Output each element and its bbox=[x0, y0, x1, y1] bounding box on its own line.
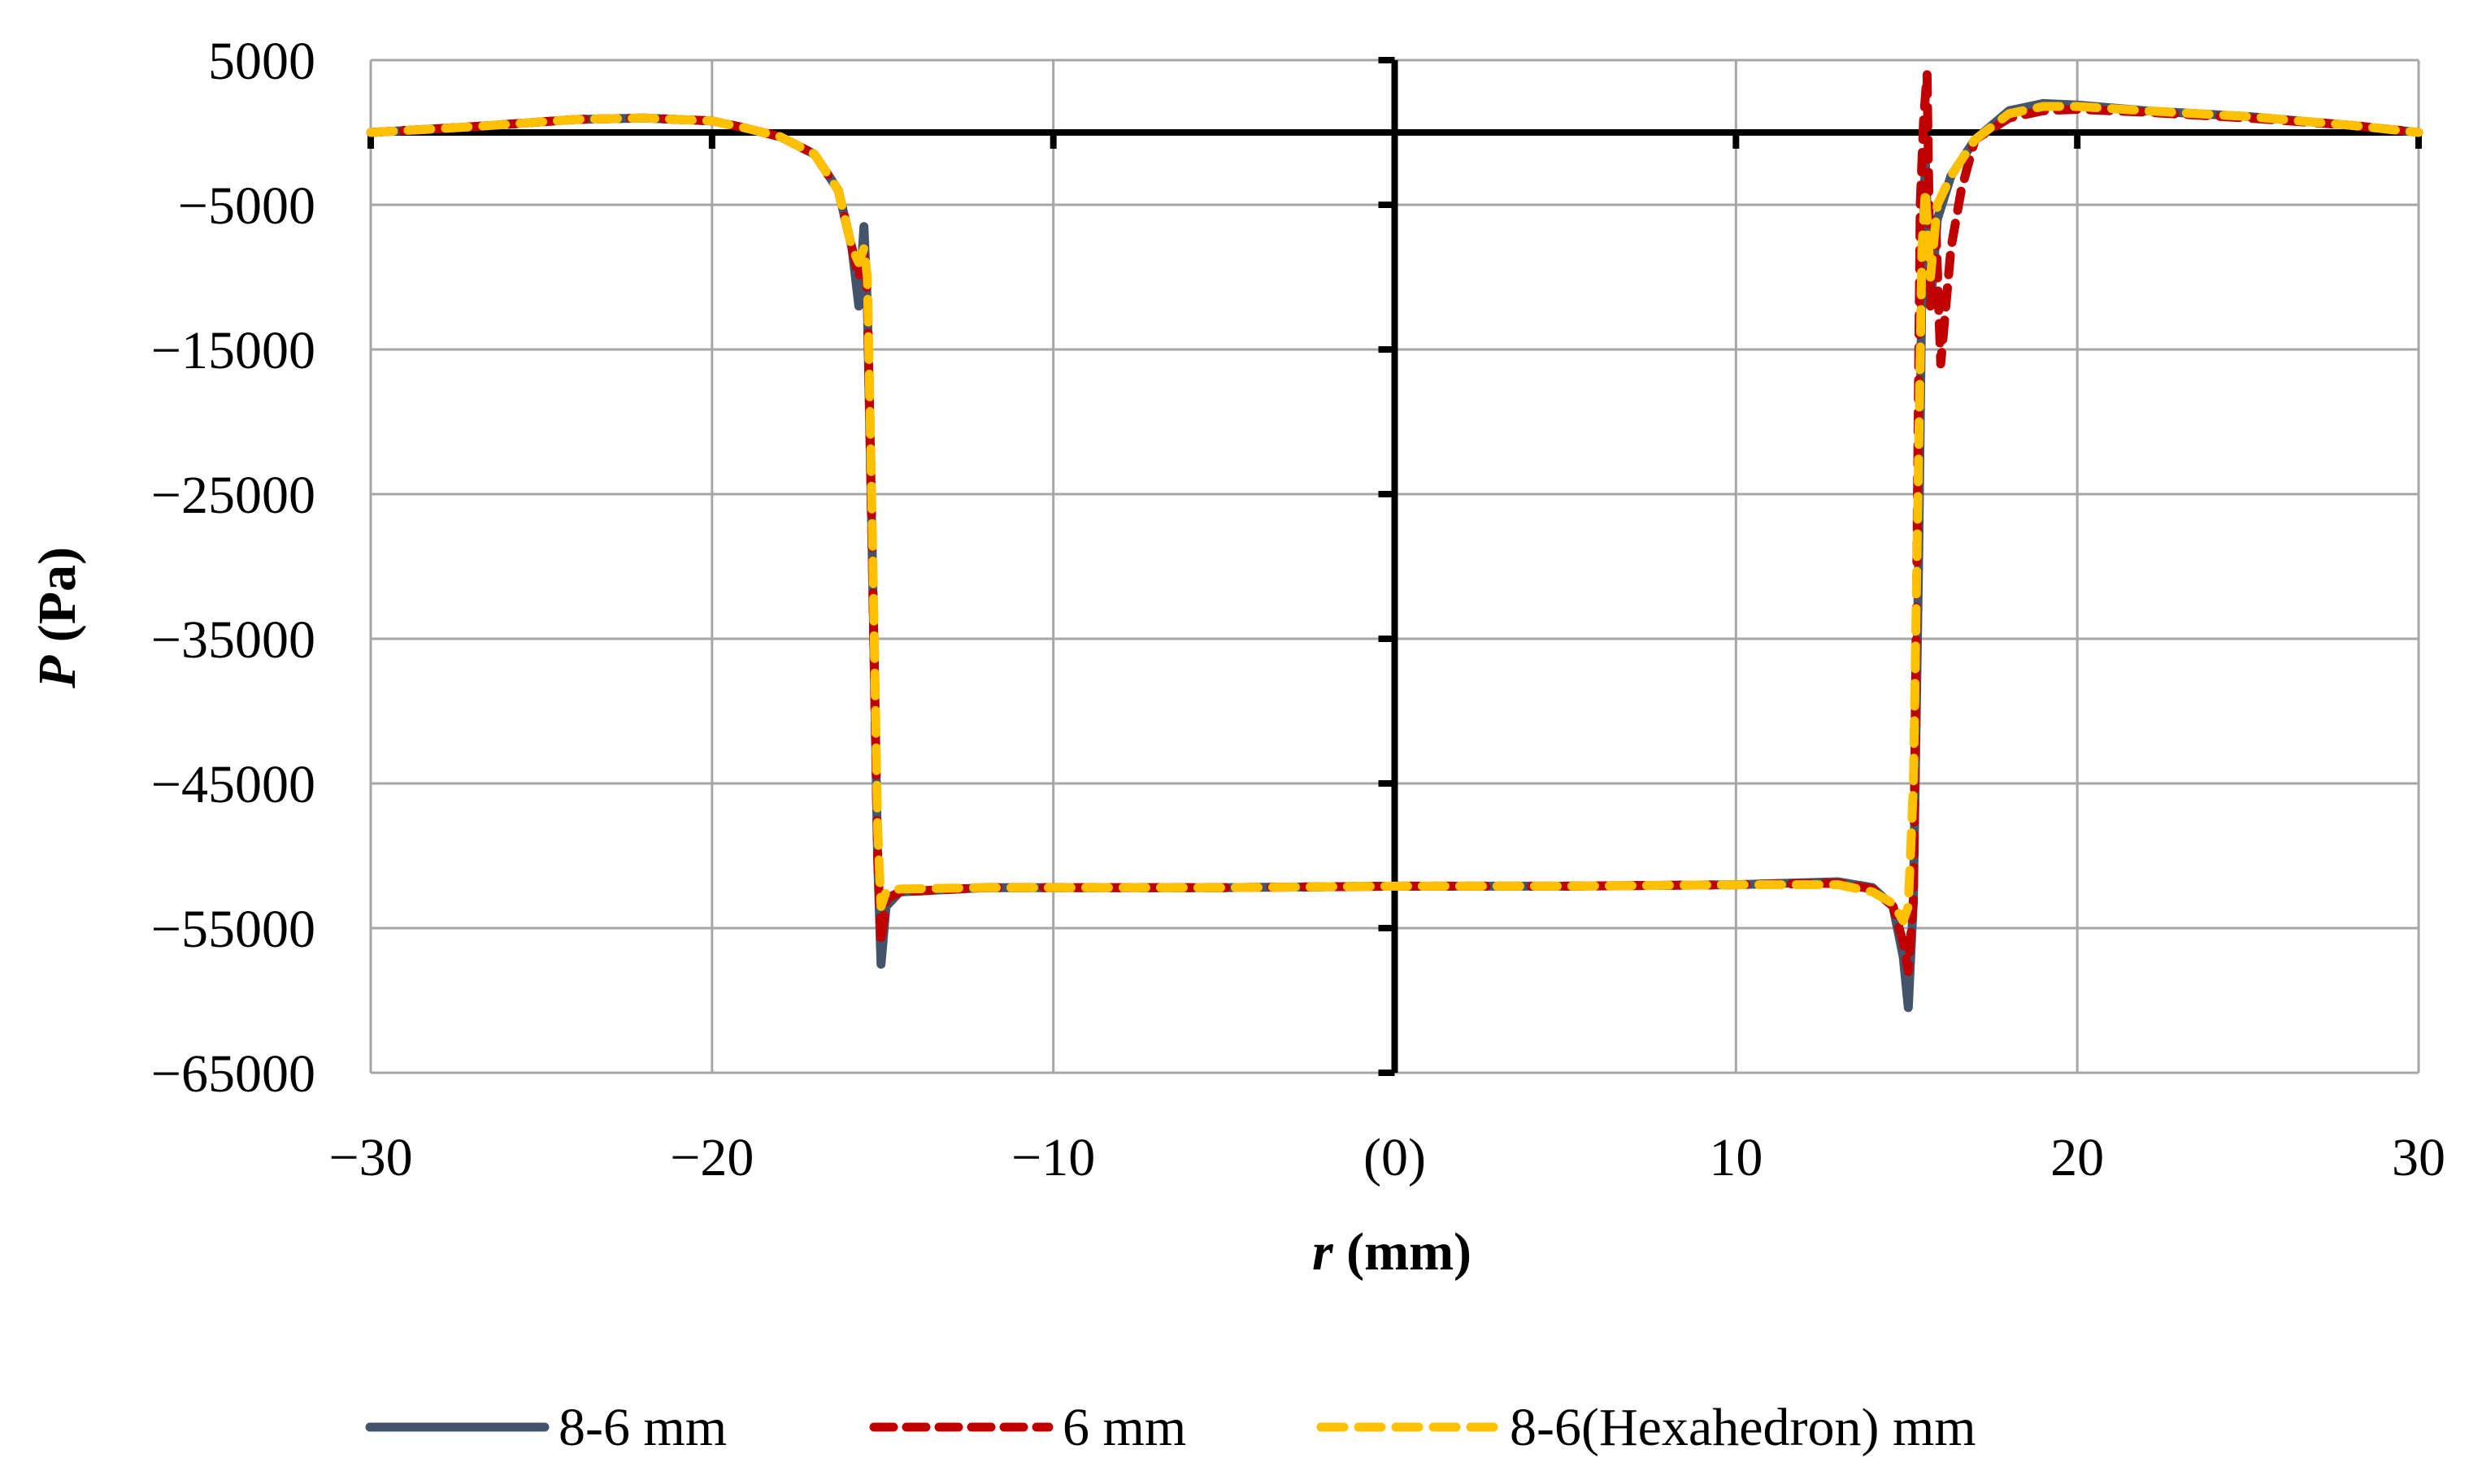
x-tick-label-4: 10 bbox=[1709, 1128, 1763, 1187]
legend-label-2: 8-6(Hexahedron) mm bbox=[1510, 1398, 1976, 1457]
x-axis-title-unit: (mm) bbox=[1333, 1222, 1471, 1282]
y-axis-title: P (Pa) bbox=[28, 547, 87, 689]
y-tick-label-0: 5000 bbox=[208, 32, 315, 91]
x-tick-label-1: −20 bbox=[670, 1128, 754, 1187]
y-tick-label-1: −5000 bbox=[178, 176, 315, 236]
legend-label-0: 8-6 mm bbox=[559, 1398, 727, 1457]
legend-label-1: 6 mm bbox=[1063, 1398, 1186, 1457]
zero-axes bbox=[367, 57, 2422, 1076]
y-tick-label-7: −65000 bbox=[151, 1044, 315, 1104]
y-tick-label-2: −15000 bbox=[151, 321, 315, 380]
y-tick-label-5: −45000 bbox=[151, 755, 315, 814]
series-line-8-6-hexahedron-mm bbox=[366, 102, 2423, 926]
x-tick-label-5: 20 bbox=[2050, 1128, 2104, 1187]
y-tick-labels: 5000 −5000 −15000 −25000 −35000 −45000 −55000 −… bbox=[151, 32, 315, 1104]
x-tick-label-0: −30 bbox=[328, 1128, 412, 1187]
y-axis-title-symbol: P bbox=[28, 655, 87, 689]
x-tick-label-3: (0) bbox=[1363, 1128, 1426, 1187]
x-tick-label-6: 30 bbox=[2392, 1128, 2445, 1187]
y-tick-label-6: −55000 bbox=[151, 900, 315, 959]
x-tick-label-2: −10 bbox=[1011, 1128, 1095, 1187]
x-tick-labels: −30 −20 −10 (0) 10 20 30 bbox=[328, 1128, 2445, 1187]
x-axis-title-symbol: r bbox=[1312, 1222, 1334, 1282]
y-tick-label-3: −25000 bbox=[151, 466, 315, 525]
y-tick-label-4: −35000 bbox=[151, 610, 315, 670]
x-axis-title: r (mm) bbox=[1312, 1222, 1471, 1282]
series-lines bbox=[366, 70, 2423, 1013]
legend: 8-6 mm 6 mm 8-6(Hexahedron) mm bbox=[365, 1398, 1976, 1457]
y-axis-title-unit: (Pa) bbox=[28, 547, 87, 656]
